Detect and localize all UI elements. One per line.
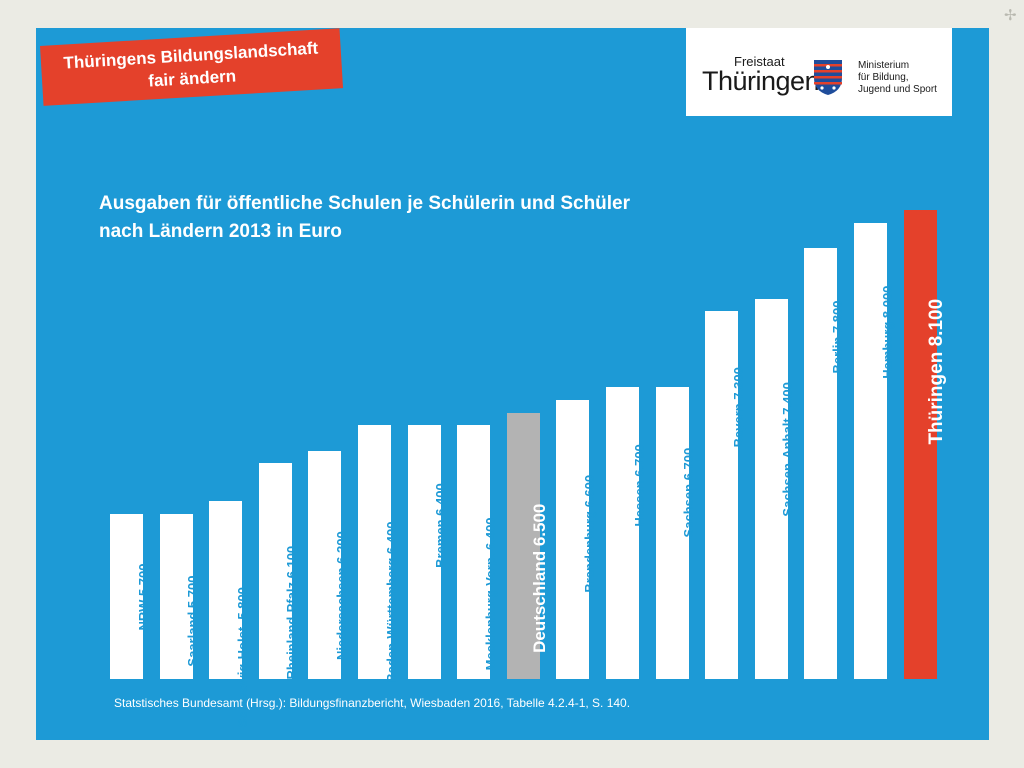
- chart-title-line-2: nach Ländern 2013 in Euro: [99, 221, 342, 242]
- bar-label: Thüringen 8.100: [926, 298, 948, 445]
- bar-thüringen: Thüringen 8.100: [903, 209, 947, 679]
- logo-state-name: Thüringen: [702, 66, 820, 96]
- bar-sachsen: Sachsen 6.700: [655, 387, 696, 679]
- bar-label: Mecklenburg-Vorp. 6.400: [482, 517, 498, 671]
- bar-label: Sachsen 6.700: [681, 448, 697, 538]
- bar-saarland: Saarland 5.700: [159, 514, 200, 679]
- bar-mecklenburg-vorp: Mecklenburg-Vorp. 6.400: [457, 425, 498, 679]
- bar-label: Schleswig-Holst. 5.800: [234, 587, 250, 728]
- bar-chart: NRW 5.700 Saarland 5.700 Schleswig-Holst. …: [36, 28, 989, 740]
- ministry-line-3: Jugend und Sport: [858, 84, 937, 95]
- bar-deutschland: Deutschland 6.500: [506, 412, 549, 679]
- bar-label: Brandenburg 6.600: [581, 474, 597, 593]
- chart-title: Ausgaben für öffentliche Schulen je Schü…: [99, 190, 739, 246]
- bar-label: Sachsen-Anhalt 7.400: [780, 381, 796, 517]
- bar-label: Saarland 5.700: [185, 575, 201, 667]
- thuringia-lion-crest-icon: [814, 60, 842, 95]
- bar-label: Berlin 7.800: [829, 300, 845, 374]
- chart-title-line-1: Ausgaben für öffentliche Schulen je Schü…: [99, 193, 631, 214]
- bar-label: NRW 5.700: [135, 563, 151, 631]
- bar-label: Bayern 7.300: [730, 367, 746, 448]
- bar-baden-württemberg: Baden-Württemberg 6.400: [358, 425, 399, 683]
- bar-bremen: Bremen 6.400: [407, 425, 448, 679]
- slide: Thüringens Bildungslandschaft fair änder…: [36, 28, 989, 740]
- bar-rheinland-pfalz: Rheinland-Pfalz 6.100: [258, 463, 299, 680]
- bar-label: Hessen 6.700: [631, 444, 647, 527]
- logo-freistaat: Freistaat: [734, 54, 785, 69]
- logo-ministry-text: Ministerium für Bildung, Jugend und Spor…: [858, 60, 937, 96]
- bar-label: Rheinland-Pfalz 6.100: [284, 546, 300, 680]
- ministry-line-2: für Bildung,: [858, 72, 909, 83]
- bar-label: Hamburg 8.000: [879, 285, 895, 379]
- bar-bayern: Bayern 7.300: [705, 311, 746, 679]
- bar-brandenburg: Brandenburg 6.600: [556, 400, 597, 679]
- bar-hessen: Hessen 6.700: [606, 387, 647, 679]
- bar-schleswig-holst: Schleswig-Holst. 5.800: [209, 501, 250, 728]
- bar-label: Deutschland 6.500: [530, 503, 550, 653]
- bar-label: Bremen 6.400: [433, 483, 449, 569]
- bar-berlin: Berlin 7.800: [804, 247, 845, 679]
- bar-sachsen-anhalt: Sachsen-Anhalt 7.400: [754, 298, 795, 679]
- slide-corner-glyph: ✢: [1004, 6, 1017, 24]
- ministry-line-1: Ministerium: [858, 60, 910, 71]
- bar-label: Baden-Württemberg 6.400: [383, 521, 399, 684]
- bar-hamburg: Hamburg 8.000: [854, 222, 895, 679]
- bar-nrw: NRW 5.700: [110, 514, 151, 679]
- bar-label: Niedersachsen 6.200: [333, 531, 349, 660]
- ministry-logo: Freistaat Thüringen Ministerium für Bild…: [686, 28, 952, 116]
- source-note: Statstisches Bundesamt (Hrsg.): Bildungs…: [114, 696, 631, 710]
- bar-niedersachsen: Niedersachsen 6.200: [308, 450, 349, 679]
